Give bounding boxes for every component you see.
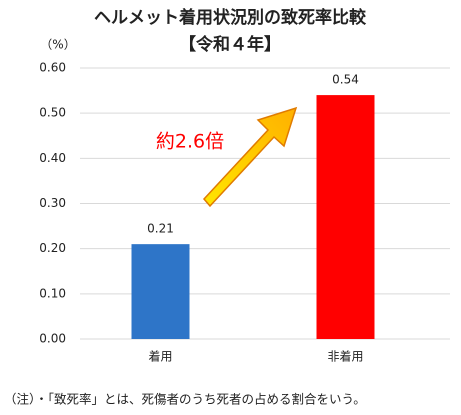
- annotation: 約2.6倍: [156, 131, 224, 153]
- y-tick-label: 0.30: [39, 196, 66, 210]
- chart-subtitle: 【令和４年】: [179, 34, 281, 55]
- y-tick-label: 0.00: [39, 332, 66, 346]
- data-label: 0.21: [147, 222, 174, 236]
- y-tick-label: 0.60: [39, 61, 66, 75]
- data-label: 0.54: [332, 73, 359, 87]
- arrow: [202, 106, 298, 208]
- note: （注）・「致死率」とは、死傷者のうち死者の占める割合をいう。: [4, 392, 366, 407]
- y-tick-label: 0.10: [39, 286, 66, 300]
- y-unit: （%）: [40, 38, 75, 52]
- x-tick-label: 非着用: [327, 349, 363, 364]
- bar: [131, 244, 190, 339]
- chart-title: ヘルメット着用状況別の致死率比較: [94, 7, 367, 28]
- bar: [316, 95, 375, 339]
- y-tick-label: 0.20: [39, 241, 66, 255]
- y-tick-label: 0.40: [39, 151, 66, 165]
- y-tick-label: 0.50: [39, 106, 66, 120]
- x-tick-label: 着用: [148, 349, 172, 364]
